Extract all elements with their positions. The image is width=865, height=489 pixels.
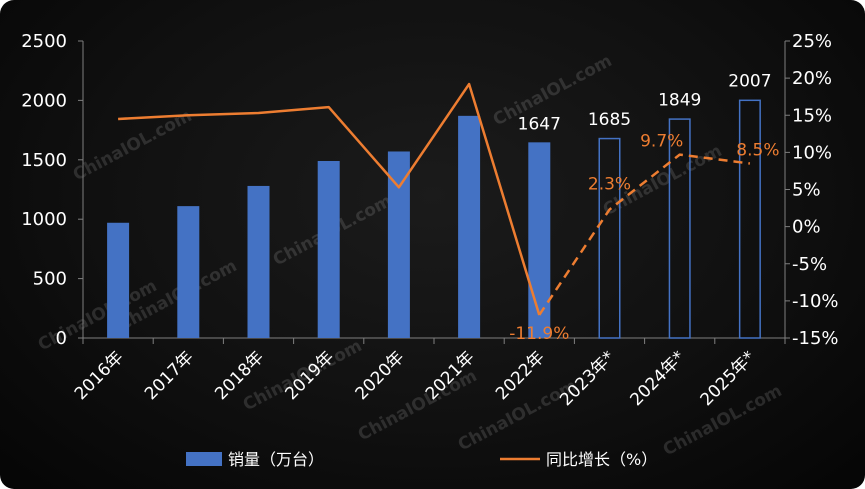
y-left-tick-label: 1500 (21, 150, 67, 171)
bars-layer (107, 99, 761, 339)
axes-layer: 0 500 1000 1500 2000 2500 -15% -10% -5% 0% 5% 10% 15… (21, 31, 838, 410)
y-right-tick-label: -5% (792, 254, 827, 275)
x-tick-label: 2016年 (71, 347, 128, 404)
bar-forecast (598, 137, 621, 339)
bar-value-label: 1685 (588, 110, 631, 130)
bar (247, 185, 270, 338)
line-value-label: 9.7% (640, 132, 683, 152)
bar (107, 222, 130, 338)
bar-value-label: 1647 (518, 114, 561, 134)
y-right-tick-label: 15% (792, 105, 832, 126)
legend-bar-swatch (186, 452, 222, 466)
y-right-tick-label: -15% (792, 328, 839, 349)
x-tick-label: 2017年 (141, 347, 198, 404)
y-right-tick-label: 5% (792, 180, 821, 201)
bar-value-label: 2007 (728, 72, 771, 92)
legend-bar-label: 销量（万台） (228, 450, 324, 469)
line-layer (118, 82, 751, 316)
bar-forecast (738, 99, 761, 339)
bar-value-label: 1849 (658, 90, 701, 110)
y-left-tick-label: 2500 (21, 31, 67, 52)
y-left-tick-label: 1000 (21, 209, 67, 230)
bar (458, 115, 481, 339)
labels-layer: 1647 1685 1849 2007 -11.9% 2.3% 9.7% 8.5% (509, 72, 779, 344)
y-left-tick-label: 0 (56, 328, 67, 349)
bar (387, 151, 410, 338)
y-left-tick-label: 500 (33, 269, 67, 290)
watermark-layer: ChinaIOL.comChinaIOL.comChinaIOL.comChin… (35, 51, 786, 460)
bar (528, 142, 551, 338)
y-left-tick-label: 2000 (21, 90, 67, 111)
line-value-label: -11.9% (509, 324, 569, 344)
bar (317, 160, 340, 338)
legend: 销量（万台） 同比增长（%） (186, 450, 657, 469)
growth-line-actual (118, 82, 541, 316)
y-right-tick-label: -10% (792, 291, 839, 312)
y-right-tick-label: 20% (792, 68, 832, 89)
bar (177, 206, 200, 338)
y-right-tick-label: 25% (792, 31, 832, 52)
legend-line-label: 同比增长（%） (546, 450, 657, 469)
y-right-tick-label: 10% (792, 142, 832, 163)
bar-forecast (668, 118, 691, 339)
line-value-label: 2.3% (588, 175, 631, 195)
line-value-label: 8.5% (736, 141, 779, 161)
x-tick-label: 2024年* (626, 347, 689, 410)
y-right-tick-label: 0% (792, 217, 821, 238)
growth-line-forecast (538, 153, 751, 316)
